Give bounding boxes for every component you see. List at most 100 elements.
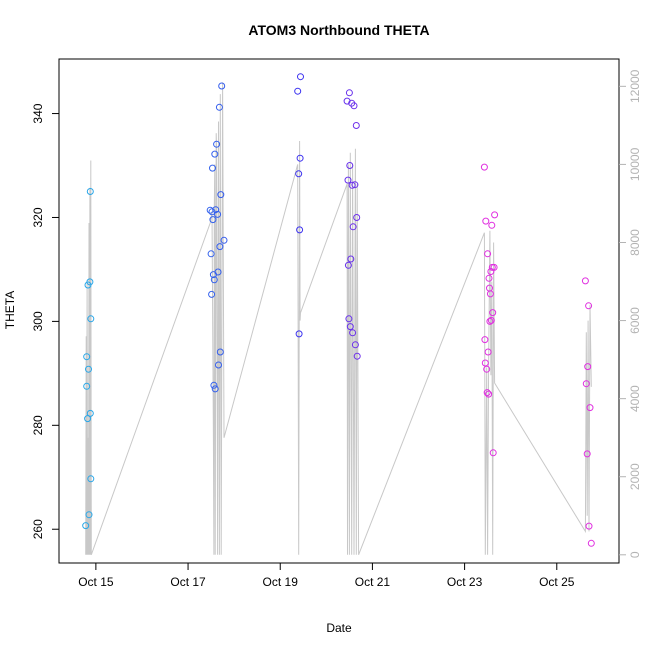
data-point (349, 329, 357, 337)
x-tick-label: Oct 17 (170, 575, 206, 589)
data-point (214, 268, 222, 276)
y2-tick-label: 12000 (628, 69, 642, 103)
data-point (295, 170, 303, 178)
data-point (484, 250, 492, 258)
x-tick-label: Oct 21 (355, 575, 391, 589)
x-tick-label: Oct 15 (78, 575, 114, 589)
data-point (585, 522, 593, 530)
y2-tick-label: 10000 (628, 147, 642, 181)
data-point (294, 87, 302, 95)
x-axis: Oct 15 Oct 17 Oct 19 Oct 21 Oct 23 Oct 25 (78, 563, 575, 589)
data-point (353, 352, 361, 360)
data-point (488, 221, 496, 229)
data-point (296, 226, 304, 234)
data-point (346, 162, 354, 169)
data-point (490, 263, 498, 271)
data-point (296, 154, 304, 162)
data-point (214, 210, 222, 218)
data-point (295, 330, 303, 338)
y2-tick-label: 0 (628, 551, 642, 558)
y-axis-left: 260 280 300 320 340 (31, 103, 59, 539)
y2-tick-label: 4000 (628, 385, 642, 412)
data-point (482, 217, 490, 225)
data-point (213, 140, 221, 148)
data-point (583, 450, 591, 458)
data-point (86, 278, 94, 286)
data-point (215, 103, 223, 111)
y-tick-label: 300 (31, 311, 45, 331)
data-point (216, 348, 224, 356)
data-point (208, 290, 216, 298)
data-point (86, 409, 94, 417)
secondary-line-0 (85, 82, 592, 555)
data-point (351, 341, 359, 349)
data-point (348, 181, 356, 189)
data-point (209, 164, 216, 172)
data-point (85, 365, 92, 373)
data-point (486, 317, 494, 325)
data-point (87, 475, 95, 483)
data-point (217, 191, 225, 199)
data-point (480, 163, 488, 171)
data-point (344, 176, 352, 184)
data-point (83, 382, 91, 390)
data-point (218, 82, 226, 90)
y-tick-label: 280 (31, 415, 45, 435)
data-point (344, 261, 352, 269)
data-point (210, 276, 218, 284)
x-tick-label: Oct 25 (539, 575, 575, 589)
data-point (345, 315, 353, 323)
data-point (208, 208, 216, 216)
data-point (349, 223, 357, 231)
data-point (485, 274, 493, 282)
data-point (87, 315, 95, 323)
data-point (345, 89, 353, 97)
data-point (483, 389, 491, 397)
plot-frame (58, 58, 620, 564)
data-point (297, 73, 304, 81)
data-point (489, 309, 497, 317)
data-point (486, 290, 494, 298)
chart-title: ATOM3 Northbound THETA (248, 22, 429, 38)
data-point (585, 302, 593, 310)
data-point (481, 359, 489, 367)
y2-tick-label: 6000 (628, 307, 642, 334)
y-tick-label: 320 (31, 207, 45, 227)
x-tick-label: Oct 23 (447, 575, 483, 589)
y-axis-label: THETA (3, 291, 17, 329)
data-point (483, 365, 491, 373)
data-point (215, 361, 222, 369)
data-point (347, 255, 355, 263)
data-point (485, 390, 493, 398)
data-point (581, 277, 589, 285)
data-point (350, 102, 358, 110)
data-point (584, 363, 592, 371)
y2-tick-label: 2000 (628, 463, 642, 490)
data-point (211, 150, 219, 158)
data-point (209, 216, 217, 224)
data-point (491, 211, 499, 219)
data-point (207, 250, 215, 258)
data-point (86, 188, 94, 195)
data-point (346, 323, 354, 331)
data-point (212, 206, 220, 214)
data-point (487, 316, 495, 324)
data-point (210, 381, 218, 389)
data-point (211, 385, 219, 393)
y2-tick-label: 8000 (628, 229, 642, 256)
x-tick-label: Oct 19 (263, 575, 299, 589)
data-point (487, 268, 495, 275)
data-point (220, 236, 228, 244)
point-layer (82, 73, 595, 547)
data-point (586, 404, 594, 412)
data-point (582, 380, 590, 388)
y-tick-label: 260 (31, 519, 45, 539)
data-point (353, 214, 361, 221)
data-point (85, 511, 93, 519)
data-point (489, 449, 497, 457)
data-point (82, 522, 90, 530)
y-tick-label: 340 (31, 103, 45, 123)
data-point (481, 336, 489, 344)
data-point (587, 539, 595, 547)
